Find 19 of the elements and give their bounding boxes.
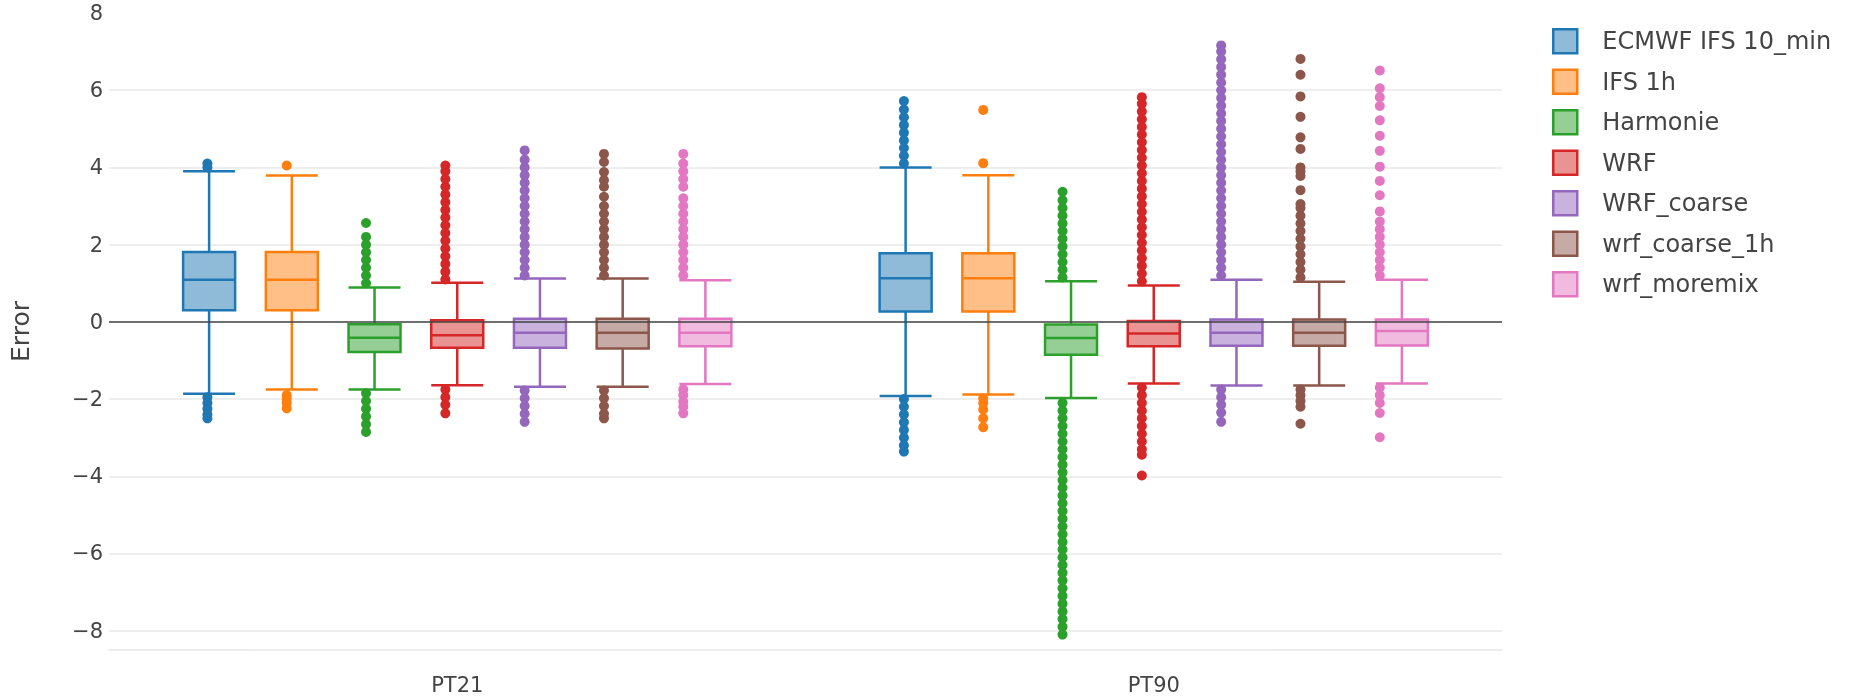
legend-label: ECMWF IFS 10_min xyxy=(1602,27,1832,56)
y-tick-label: 8 xyxy=(89,1,103,25)
y-tick-label: −6 xyxy=(72,541,103,566)
y-tick-label: 6 xyxy=(89,78,103,103)
y-tick-label: −4 xyxy=(72,464,103,489)
x-tick-label: PT21 xyxy=(431,672,484,697)
legend-label: WRF xyxy=(1602,148,1657,177)
y-axis-title: Error xyxy=(6,300,35,362)
y-tick-label: 4 xyxy=(89,155,103,180)
y-tick-label: 0 xyxy=(89,309,103,334)
legend-label: wrf_coarse_1h xyxy=(1602,229,1775,258)
y-tick-label: 2 xyxy=(89,232,103,257)
x-tick-label: PT90 xyxy=(1127,672,1180,697)
y-tick-label: −2 xyxy=(72,387,103,412)
legend-label: IFS 1h xyxy=(1602,67,1677,96)
legend-label: Harmonie xyxy=(1602,108,1720,137)
legend-label: wrf_moremix xyxy=(1602,270,1759,299)
legend-label: WRF_coarse xyxy=(1602,189,1749,218)
y-tick-label: −8 xyxy=(72,618,103,643)
